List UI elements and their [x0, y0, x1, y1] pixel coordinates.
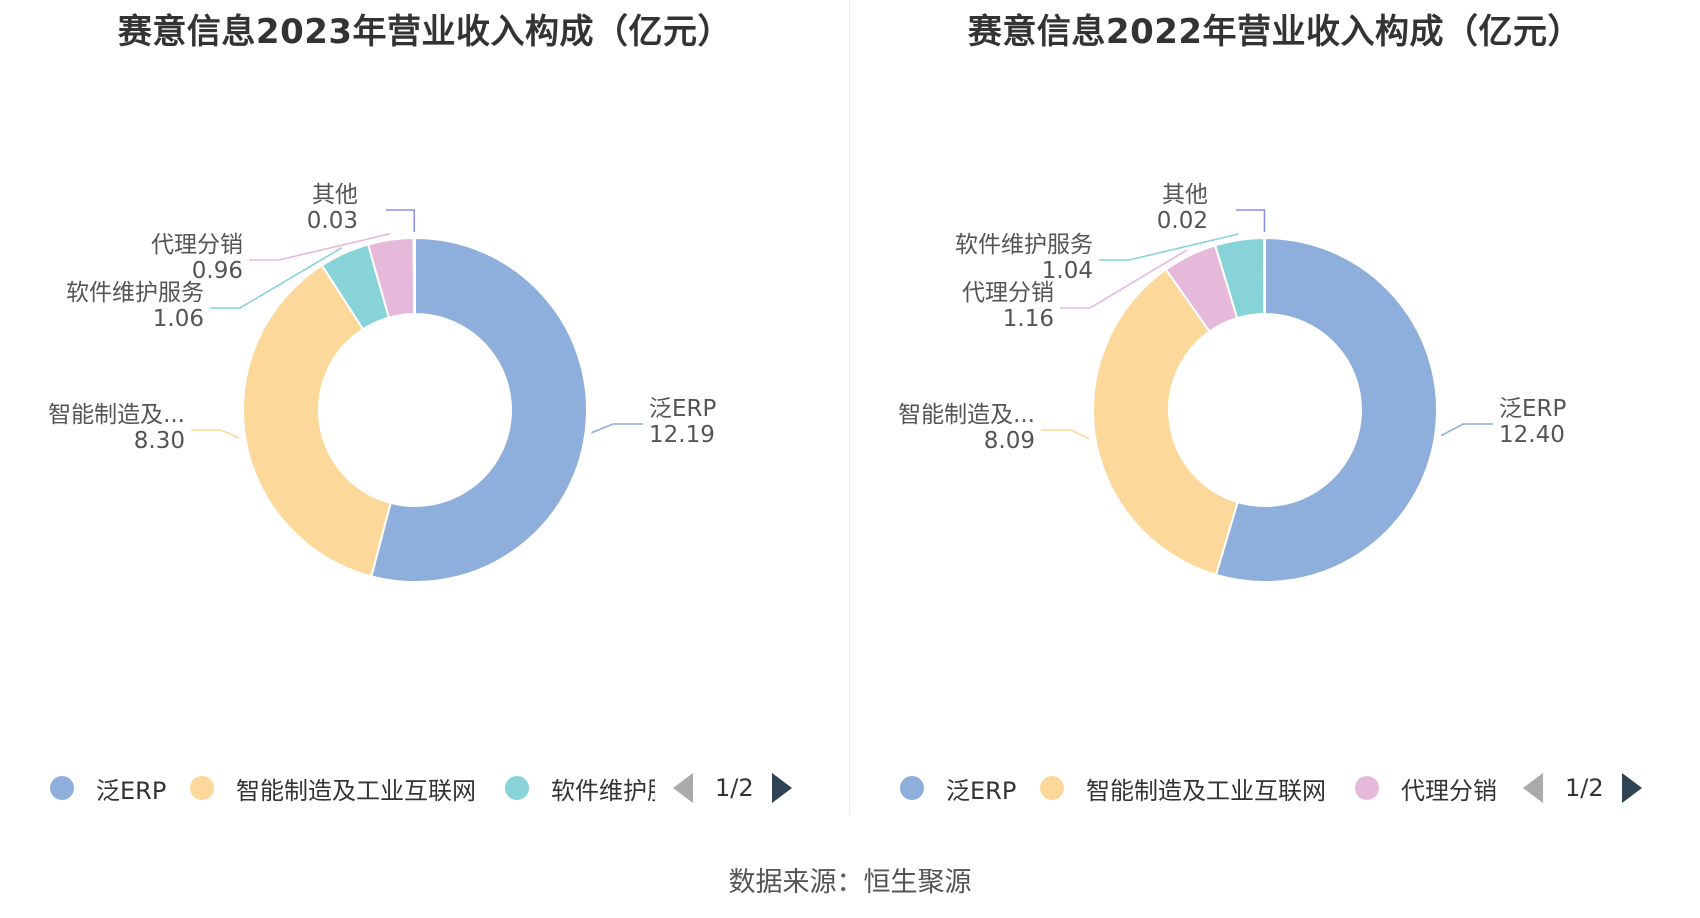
- leader-line: [591, 423, 643, 434]
- legend-marker: [50, 776, 74, 800]
- slice-1[interactable]: [1214, 236, 1438, 583]
- slice-value-3: 1.16: [1003, 306, 1054, 332]
- legend: 泛ERP 智能制造及工业互联网 代理分销 1/2: [850, 768, 1700, 808]
- slice-5[interactable]: [412, 236, 416, 316]
- slice-value-1: 12.19: [649, 422, 715, 448]
- slice-5[interactable]: [1262, 236, 1266, 316]
- slice-label-4: 代理分销: [151, 232, 243, 258]
- data-source: 数据来源：恒生聚源: [728, 867, 972, 898]
- legend: 泛ERP 智能制造及工业互联网 软件维护服务 1/2: [0, 768, 850, 808]
- slice-label-5: 其他: [312, 182, 358, 208]
- slice-label-1: 泛ERP: [649, 396, 717, 422]
- pager-page: 1/2: [715, 774, 754, 802]
- leader-line: [1236, 209, 1266, 233]
- slice-value-3: 1.06: [153, 306, 204, 332]
- pager-prev-icon[interactable]: [1523, 773, 1543, 803]
- slice-label-1: 泛ERP: [1499, 396, 1567, 422]
- slice-value-4: 1.04: [1042, 258, 1093, 284]
- legend-label: 泛ERP: [96, 776, 167, 805]
- leader-line: [386, 209, 416, 233]
- legend-marker: [505, 776, 529, 800]
- legend-item-software[interactable]: 软件维护服务: [505, 768, 655, 808]
- leader-line: [191, 429, 240, 439]
- slice-label-3: 代理分销: [962, 280, 1054, 306]
- slice-label-2: 智能制造及...: [898, 402, 1035, 428]
- legend-pager: 1/2: [1523, 768, 1642, 808]
- legend-item-manufacturing[interactable]: 智能制造及工业互联网: [1040, 768, 1326, 808]
- slice-label-2: 智能制造及...: [48, 402, 185, 428]
- chart-title: 赛意信息2023年营业收入构成（亿元）: [117, 12, 733, 52]
- chart-2023: 赛意信息2023年营业收入构成（亿元） 泛ERP 12.19 智能制造及... 8.3…: [0, 0, 850, 830]
- leader-line: [1099, 233, 1239, 261]
- pager-page: 1/2: [1565, 774, 1604, 802]
- legend-label: 泛ERP: [946, 776, 1017, 805]
- leader-line: [1440, 423, 1493, 437]
- legend-item-manufacturing[interactable]: 智能制造及工业互联网: [190, 768, 476, 808]
- slice-value-2: 8.30: [134, 428, 185, 454]
- chart-title: 赛意信息2022年营业收入构成（亿元）: [967, 12, 1583, 52]
- legend-marker: [190, 776, 214, 800]
- pager-prev-icon[interactable]: [673, 773, 693, 803]
- slice-value-4: 0.96: [192, 258, 243, 284]
- chart-2022: 赛意信息2022年营业收入构成（亿元） 泛ERP 12.40 智能制造及... 8.0…: [850, 0, 1700, 830]
- leader-line: [249, 233, 390, 261]
- slice-value-2: 8.09: [984, 428, 1035, 454]
- leader-line: [210, 247, 343, 309]
- legend-marker: [900, 776, 924, 800]
- slice-value-1: 12.40: [1499, 422, 1565, 448]
- slice-1[interactable]: [370, 236, 588, 583]
- leader-line: [1060, 249, 1188, 309]
- slice-label-4: 软件维护服务: [955, 232, 1093, 258]
- slice-value-5: 0.02: [1157, 208, 1208, 234]
- legend-item-erp[interactable]: 泛ERP: [900, 768, 1016, 808]
- slice-2[interactable]: [242, 263, 392, 578]
- legend-label: 智能制造及工业互联网: [236, 776, 476, 805]
- legend-label: 代理分销: [1401, 776, 1497, 805]
- legend-item-erp[interactable]: 泛ERP: [50, 768, 166, 808]
- legend-marker: [1040, 776, 1064, 800]
- legend-marker: [1355, 776, 1379, 800]
- slice-label-3: 软件维护服务: [66, 280, 204, 306]
- slice-value-5: 0.03: [307, 208, 358, 234]
- legend-item-distribution[interactable]: 代理分销: [1355, 768, 1497, 808]
- pager-next-icon[interactable]: [771, 773, 792, 803]
- slice-2[interactable]: [1092, 268, 1239, 577]
- legend-label: 软件维护服务: [551, 776, 655, 805]
- leader-line: [1041, 429, 1090, 440]
- panel-divider: [849, 0, 850, 815]
- pager-next-icon[interactable]: [1621, 773, 1642, 803]
- legend-label: 智能制造及工业互联网: [1086, 776, 1326, 805]
- slice-label-5: 其他: [1162, 182, 1208, 208]
- legend-pager: 1/2: [673, 768, 792, 808]
